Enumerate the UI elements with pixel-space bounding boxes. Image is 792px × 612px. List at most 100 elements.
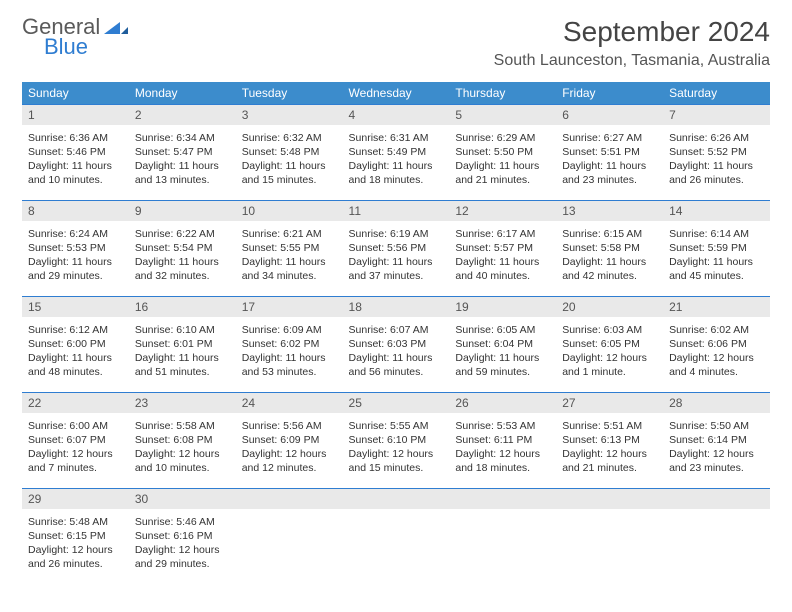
daylight-text-2: and 15 minutes. xyxy=(242,173,337,187)
week-daynum-row: 1234567 xyxy=(22,105,770,126)
sunset-text: Sunset: 5:58 PM xyxy=(562,241,657,255)
sunset-text: Sunset: 6:16 PM xyxy=(135,529,230,543)
day-number-cell: 2 xyxy=(129,105,236,126)
daylight-text-1: Daylight: 11 hours xyxy=(135,255,230,269)
day-content-cell: Sunrise: 6:10 AMSunset: 6:01 PMDaylight:… xyxy=(129,317,236,393)
sunset-text: Sunset: 6:07 PM xyxy=(28,433,123,447)
daylight-text-2: and 23 minutes. xyxy=(562,173,657,187)
day-content-cell: Sunrise: 6:32 AMSunset: 5:48 PMDaylight:… xyxy=(236,125,343,201)
daylight-text-2: and 42 minutes. xyxy=(562,269,657,283)
day-content-cell: Sunrise: 6:17 AMSunset: 5:57 PMDaylight:… xyxy=(449,221,556,297)
day-content-cell: Sunrise: 6:03 AMSunset: 6:05 PMDaylight:… xyxy=(556,317,663,393)
day-content-cell: Sunrise: 5:51 AMSunset: 6:13 PMDaylight:… xyxy=(556,413,663,489)
daylight-text-2: and 15 minutes. xyxy=(349,461,444,475)
sunset-text: Sunset: 6:01 PM xyxy=(135,337,230,351)
day-number-cell xyxy=(556,489,663,510)
sunset-text: Sunset: 6:02 PM xyxy=(242,337,337,351)
daylight-text-2: and 21 minutes. xyxy=(562,461,657,475)
daylight-text-1: Daylight: 11 hours xyxy=(242,159,337,173)
day-number-cell xyxy=(663,489,770,510)
day-content-cell xyxy=(449,509,556,584)
day-content-cell: Sunrise: 5:56 AMSunset: 6:09 PMDaylight:… xyxy=(236,413,343,489)
day-content-cell: Sunrise: 6:14 AMSunset: 5:59 PMDaylight:… xyxy=(663,221,770,297)
sunset-text: Sunset: 6:09 PM xyxy=(242,433,337,447)
day-content-cell: Sunrise: 6:12 AMSunset: 6:00 PMDaylight:… xyxy=(22,317,129,393)
sunset-text: Sunset: 5:51 PM xyxy=(562,145,657,159)
title-block: September 2024 South Launceston, Tasmani… xyxy=(494,16,770,70)
daylight-text-2: and 18 minutes. xyxy=(349,173,444,187)
daylight-text-1: Daylight: 11 hours xyxy=(349,255,444,269)
day-number-cell xyxy=(449,489,556,510)
sunset-text: Sunset: 6:06 PM xyxy=(669,337,764,351)
daylight-text-2: and 18 minutes. xyxy=(455,461,550,475)
sunset-text: Sunset: 6:05 PM xyxy=(562,337,657,351)
sunrise-text: Sunrise: 6:17 AM xyxy=(455,227,550,241)
day-number-cell: 1 xyxy=(22,105,129,126)
location: South Launceston, Tasmania, Australia xyxy=(494,52,770,70)
week-daynum-row: 2930 xyxy=(22,489,770,510)
day-content-cell xyxy=(236,509,343,584)
daylight-text-1: Daylight: 12 hours xyxy=(669,447,764,461)
day-number-cell: 26 xyxy=(449,393,556,414)
daylight-text-1: Daylight: 12 hours xyxy=(135,447,230,461)
sunrise-text: Sunrise: 6:03 AM xyxy=(562,323,657,337)
calendar-table: Sunday Monday Tuesday Wednesday Thursday… xyxy=(22,82,770,584)
sunrise-text: Sunrise: 6:31 AM xyxy=(349,131,444,145)
day-content-cell: Sunrise: 5:58 AMSunset: 6:08 PMDaylight:… xyxy=(129,413,236,489)
sunset-text: Sunset: 5:50 PM xyxy=(455,145,550,159)
day-number-cell: 28 xyxy=(663,393,770,414)
day-content-cell: Sunrise: 6:15 AMSunset: 5:58 PMDaylight:… xyxy=(556,221,663,297)
sunset-text: Sunset: 5:52 PM xyxy=(669,145,764,159)
day-number-cell: 8 xyxy=(22,201,129,222)
sunrise-text: Sunrise: 5:46 AM xyxy=(135,515,230,529)
sunset-text: Sunset: 5:54 PM xyxy=(135,241,230,255)
day-content-cell: Sunrise: 5:46 AMSunset: 6:16 PMDaylight:… xyxy=(129,509,236,584)
logo: General Blue xyxy=(22,16,128,58)
day-content-cell: Sunrise: 6:00 AMSunset: 6:07 PMDaylight:… xyxy=(22,413,129,489)
daylight-text-2: and 23 minutes. xyxy=(669,461,764,475)
daylight-text-2: and 13 minutes. xyxy=(135,173,230,187)
daylight-text-2: and 1 minute. xyxy=(562,365,657,379)
daylight-text-1: Daylight: 12 hours xyxy=(669,351,764,365)
day-content-cell: Sunrise: 6:29 AMSunset: 5:50 PMDaylight:… xyxy=(449,125,556,201)
sunrise-text: Sunrise: 6:09 AM xyxy=(242,323,337,337)
sunrise-text: Sunrise: 6:00 AM xyxy=(28,419,123,433)
day-number-cell: 21 xyxy=(663,297,770,318)
day-number-cell: 23 xyxy=(129,393,236,414)
daylight-text-2: and 26 minutes. xyxy=(669,173,764,187)
col-monday: Monday xyxy=(129,82,236,105)
daylight-text-1: Daylight: 11 hours xyxy=(28,255,123,269)
sunset-text: Sunset: 5:53 PM xyxy=(28,241,123,255)
sunset-text: Sunset: 5:57 PM xyxy=(455,241,550,255)
daylight-text-1: Daylight: 11 hours xyxy=(28,351,123,365)
logo-text-blue: Blue xyxy=(22,36,100,58)
sunrise-text: Sunrise: 5:55 AM xyxy=(349,419,444,433)
daylight-text-2: and 29 minutes. xyxy=(28,269,123,283)
daylight-text-2: and 21 minutes. xyxy=(455,173,550,187)
day-number-cell: 14 xyxy=(663,201,770,222)
col-sunday: Sunday xyxy=(22,82,129,105)
day-number-cell: 25 xyxy=(343,393,450,414)
daylight-text-1: Daylight: 12 hours xyxy=(28,447,123,461)
day-number-cell: 11 xyxy=(343,201,450,222)
daylight-text-1: Daylight: 12 hours xyxy=(562,447,657,461)
daylight-text-2: and 29 minutes. xyxy=(135,557,230,571)
daylight-text-1: Daylight: 11 hours xyxy=(28,159,123,173)
daylight-text-1: Daylight: 11 hours xyxy=(349,159,444,173)
week-content-row: Sunrise: 6:36 AMSunset: 5:46 PMDaylight:… xyxy=(22,125,770,201)
day-content-cell xyxy=(343,509,450,584)
sunrise-text: Sunrise: 5:48 AM xyxy=(28,515,123,529)
day-number-cell: 16 xyxy=(129,297,236,318)
sunset-text: Sunset: 6:14 PM xyxy=(669,433,764,447)
sunrise-text: Sunrise: 6:07 AM xyxy=(349,323,444,337)
day-content-cell: Sunrise: 6:05 AMSunset: 6:04 PMDaylight:… xyxy=(449,317,556,393)
week-content-row: Sunrise: 6:00 AMSunset: 6:07 PMDaylight:… xyxy=(22,413,770,489)
sunrise-text: Sunrise: 6:27 AM xyxy=(562,131,657,145)
sunset-text: Sunset: 6:00 PM xyxy=(28,337,123,351)
day-number-cell: 12 xyxy=(449,201,556,222)
day-number-cell: 9 xyxy=(129,201,236,222)
daylight-text-1: Daylight: 11 hours xyxy=(242,351,337,365)
daylight-text-1: Daylight: 11 hours xyxy=(349,351,444,365)
day-content-cell: Sunrise: 6:27 AMSunset: 5:51 PMDaylight:… xyxy=(556,125,663,201)
daylight-text-2: and 45 minutes. xyxy=(669,269,764,283)
